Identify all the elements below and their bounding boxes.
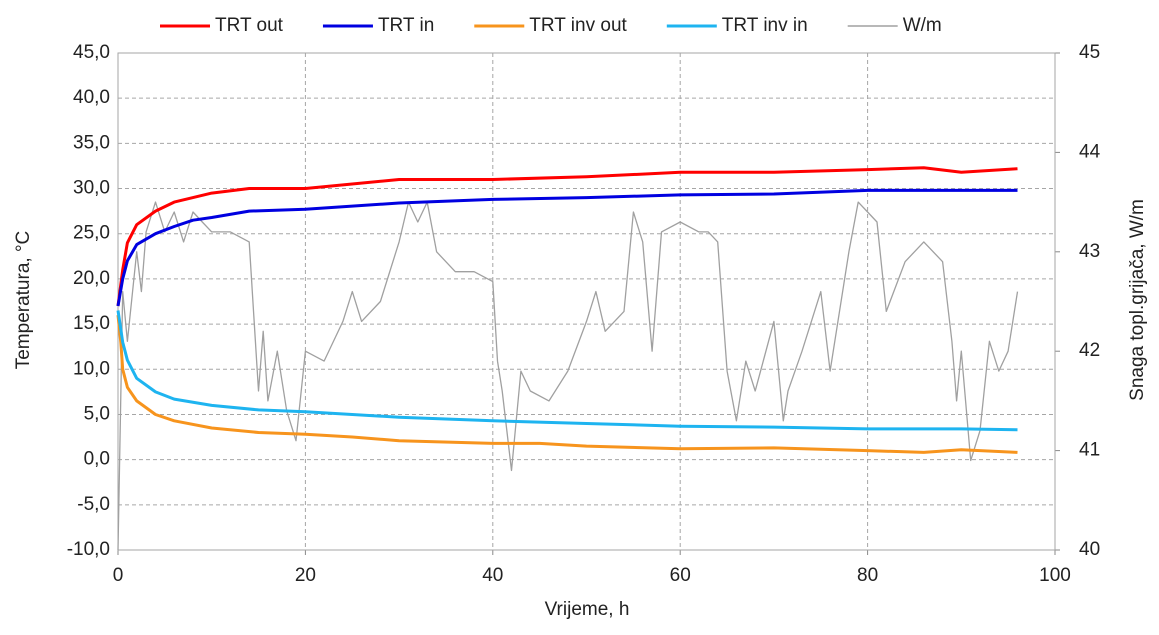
x-tick-label: 80 (857, 565, 878, 586)
y-tick-label: 40,0 (73, 87, 110, 108)
y-tick-label: 15,0 (73, 313, 110, 334)
y-tick-label: 25,0 (73, 223, 110, 244)
x-tick-label: 60 (670, 565, 691, 586)
series-line (117, 201, 1019, 551)
series-line (116, 188, 1018, 307)
legend-label: TRT inv in (722, 15, 808, 36)
series-line (116, 166, 1018, 307)
legend-label: TRT inv out (529, 15, 627, 36)
y2-tick-label: 41 (1079, 440, 1100, 461)
x-tick-label: 40 (482, 565, 503, 586)
y-tick-label: 5,0 (84, 403, 110, 424)
y2-tick-label: 44 (1079, 141, 1101, 162)
x-axis-label: Vrijeme, h (545, 599, 630, 620)
y-axis-label: Temperatura, °C (13, 231, 34, 370)
y2-axis-label: Snaga topl.grijača, W/m (1127, 199, 1148, 401)
y-tick-label: 0,0 (84, 449, 110, 470)
y2-tick-label: 43 (1079, 241, 1100, 262)
y-tick-label: 10,0 (73, 358, 110, 379)
legend-label: TRT in (378, 15, 434, 36)
y-tick-label: 45,0 (73, 42, 110, 63)
y2-tick-label: 42 (1079, 340, 1100, 361)
series-line (116, 314, 1018, 454)
y-tick-label: 30,0 (73, 178, 110, 199)
y2-tick-label: 40 (1079, 539, 1100, 560)
x-tick-label: 20 (295, 565, 316, 586)
y-tick-label: 35,0 (73, 132, 110, 153)
legend-label: W/m (903, 15, 942, 36)
y2-tick-label: 45 (1079, 42, 1100, 63)
y-tick-label: -5,0 (77, 494, 110, 515)
x-tick-label: 100 (1039, 565, 1071, 586)
plot-border (117, 52, 1056, 551)
x-tick-label: 0 (113, 565, 124, 586)
series-line (116, 310, 1018, 432)
y-tick-label: 20,0 (73, 268, 110, 289)
y-tick-label: -10,0 (67, 539, 110, 560)
legend-label: TRT out (215, 15, 284, 36)
